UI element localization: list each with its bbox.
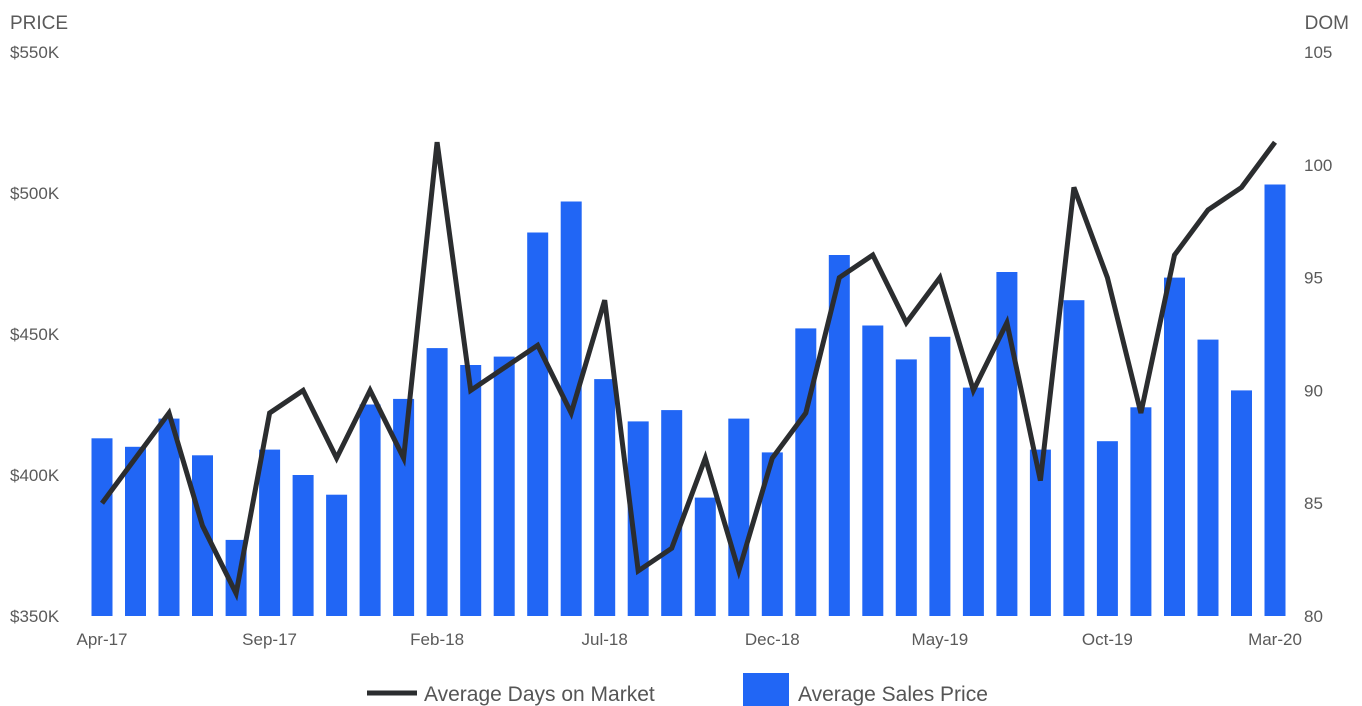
left-axis-title: PRICE [10, 13, 68, 34]
bar-Nov-17 [326, 494, 348, 616]
bar-series-average-sales-price [91, 184, 1286, 616]
right-axis-title: DOM [1305, 13, 1349, 34]
left-tick-label: $350K [10, 607, 60, 626]
bar-Sep-19 [1063, 300, 1085, 616]
x-tick-label: May-19 [912, 630, 969, 649]
bar-Dec-17 [359, 404, 381, 616]
right-tick-label: 95 [1304, 269, 1323, 288]
right-tick-label: 100 [1304, 156, 1332, 175]
bar-Oct-19 [1096, 441, 1118, 616]
left-tick-label: $450K [10, 325, 60, 344]
bar-May-18 [527, 232, 549, 616]
bar-Aug-19 [1029, 449, 1051, 616]
bar-Dec-18 [761, 452, 783, 616]
bar-Nov-19 [1130, 407, 1152, 616]
bar-Jan-18 [393, 398, 415, 616]
left-tick-label: $550K [10, 43, 60, 62]
x-tick-label: Apr-17 [76, 630, 127, 649]
bar-Jul-17 [192, 455, 213, 616]
bar-Jul-18 [594, 379, 616, 616]
bar-Jun-17 [158, 418, 180, 616]
bar-Mar-20 [1264, 184, 1286, 616]
bar-Oct-17 [292, 475, 314, 616]
bar-Mar-19 [862, 325, 884, 616]
bar-Jan-19 [795, 328, 817, 616]
right-axis-ticks: 80 85 90 95 100 105 [1304, 43, 1332, 626]
days-on-market-line [99, 140, 1278, 602]
x-tick-label: Sep-17 [242, 630, 297, 649]
bar-Apr-17 [91, 438, 113, 616]
bar-May-17 [125, 446, 146, 616]
x-tick-label: Jul-18 [582, 630, 628, 649]
left-axis-ticks: $350K $400K $450K $500K $550K [10, 43, 60, 626]
right-tick-label: 90 [1304, 381, 1323, 400]
bar-Mar-18 [460, 365, 482, 616]
bar-Apr-18 [493, 356, 515, 616]
bar-Dec-19 [1164, 277, 1185, 616]
bar-Oct-18 [694, 497, 716, 616]
legend-box-swatch [743, 673, 789, 706]
bar-Feb-18 [426, 348, 448, 616]
bar-Sep-17 [259, 449, 281, 616]
legend: Average Days on Market Average Sales Pric… [367, 673, 988, 706]
x-tick-label: Mar-20 [1248, 630, 1302, 649]
x-axis-ticks: Apr-17 Sep-17 Feb-18 Jul-18 Dec-18 May-19 Oct-… [76, 630, 1301, 649]
x-tick-label: Feb-18 [410, 630, 464, 649]
bar-May-19 [929, 336, 951, 616]
bar-Sep-18 [661, 410, 683, 616]
bar-Apr-19 [895, 359, 917, 616]
bar-Jan-20 [1197, 339, 1219, 616]
x-tick-label: Dec-18 [745, 630, 800, 649]
left-tick-label: $500K [10, 184, 60, 203]
line-series-average-days-on-market [99, 140, 1278, 602]
legend-label-days-on-market: Average Days on Market [424, 683, 655, 706]
bar-Jun-19 [962, 387, 984, 616]
bar-Nov-18 [728, 418, 750, 616]
right-tick-label: 80 [1304, 607, 1323, 626]
legend-label-sales-price: Average Sales Price [798, 683, 988, 706]
left-tick-label: $400K [10, 466, 60, 485]
right-tick-label: 85 [1304, 494, 1323, 513]
bar-Feb-19 [828, 255, 850, 616]
bar-Feb-20 [1231, 390, 1252, 616]
right-tick-label: 105 [1304, 43, 1332, 62]
x-tick-label: Oct-19 [1082, 630, 1133, 649]
